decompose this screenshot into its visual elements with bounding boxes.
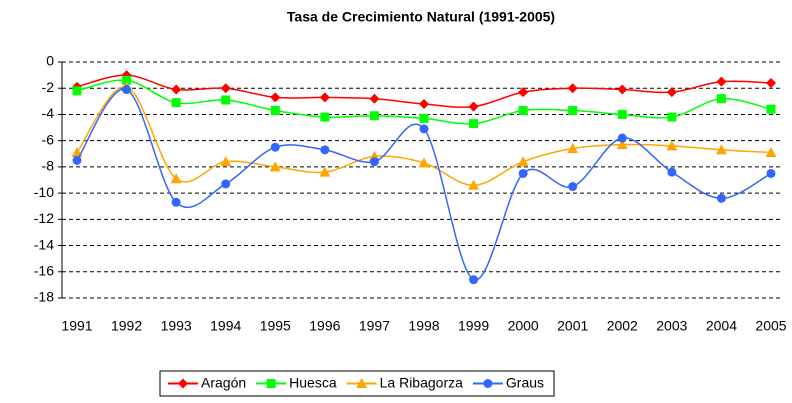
- y-tick-label: -2: [42, 79, 55, 95]
- legend-marker: [483, 379, 493, 388]
- marker: [419, 124, 429, 134]
- marker: [220, 156, 232, 167]
- y-tick-label: -18: [34, 289, 54, 305]
- marker: [715, 144, 727, 155]
- y-tick-label: -8: [42, 158, 55, 174]
- legend-label: Aragón: [201, 375, 246, 391]
- marker: [616, 139, 628, 150]
- legend-label: Huesca: [289, 375, 337, 391]
- marker: [568, 106, 578, 116]
- marker: [567, 83, 578, 94]
- marker: [72, 155, 82, 165]
- marker: [369, 93, 380, 104]
- marker: [567, 143, 579, 154]
- legend-marker: [356, 378, 368, 388]
- marker: [666, 140, 678, 151]
- y-tick-label: -10: [34, 184, 54, 200]
- marker: [518, 168, 528, 178]
- marker: [369, 157, 379, 167]
- y-tick-label: -12: [34, 210, 54, 226]
- marker: [469, 275, 479, 285]
- x-tick-label: 1998: [408, 318, 439, 334]
- chart-title: Tasa de Crecimiento Natural (1991-2005): [287, 9, 555, 25]
- x-tick-label: 1999: [458, 318, 489, 334]
- marker: [220, 83, 231, 94]
- marker: [617, 133, 627, 143]
- x-tick-label: 2005: [755, 318, 786, 334]
- x-tick-label: 2003: [656, 318, 687, 334]
- y-tick-label: -16: [34, 262, 54, 278]
- y-tick-label: -4: [42, 105, 55, 121]
- marker: [171, 197, 181, 207]
- legend: Aragón Huesca La Ribagorza Graus: [159, 370, 555, 397]
- marker: [418, 157, 430, 168]
- marker: [468, 101, 479, 112]
- marker: [765, 146, 777, 157]
- marker: [766, 168, 776, 178]
- marker: [766, 104, 776, 114]
- marker: [667, 167, 677, 177]
- x-tick-label: 1993: [161, 318, 192, 334]
- marker: [72, 86, 82, 96]
- legend-marker: [178, 378, 188, 389]
- x-tick-label: 2004: [706, 318, 737, 334]
- x-tick-label: 1997: [359, 318, 390, 334]
- marker: [716, 193, 726, 203]
- y-tick-label: -14: [34, 236, 54, 252]
- marker: [320, 145, 330, 155]
- x-tick-label: 2000: [508, 318, 539, 334]
- marker: [320, 112, 330, 122]
- marker: [221, 95, 231, 105]
- marker: [270, 142, 280, 152]
- marker: [270, 106, 280, 116]
- marker: [270, 92, 281, 103]
- y-tick-label: 0: [46, 53, 54, 69]
- marker: [518, 87, 529, 98]
- legend-label: Graus: [506, 375, 544, 391]
- legend-marker: [266, 379, 276, 388]
- marker: [269, 161, 281, 172]
- x-tick-label: 1992: [111, 318, 142, 334]
- marker: [568, 182, 578, 192]
- marker: [319, 166, 331, 177]
- marker: [171, 98, 181, 108]
- x-tick-label: 1994: [210, 318, 241, 334]
- marker: [667, 112, 677, 122]
- x-tick-label: 1996: [309, 318, 340, 334]
- marker: [617, 109, 627, 119]
- x-tick-label: 1995: [260, 318, 291, 334]
- marker: [319, 92, 330, 103]
- marker: [716, 76, 727, 87]
- marker: [617, 84, 628, 95]
- legend-label: La Ribagorza: [380, 375, 463, 391]
- marker: [517, 156, 529, 167]
- marker: [766, 77, 776, 88]
- x-tick-label: 1991: [61, 318, 92, 334]
- x-tick-label: 2001: [557, 318, 588, 334]
- marker: [468, 179, 480, 190]
- marker: [221, 179, 231, 189]
- marker: [666, 87, 677, 98]
- marker: [369, 111, 379, 121]
- y-tick-label: -6: [42, 131, 55, 147]
- marker: [419, 98, 429, 109]
- marker: [419, 113, 429, 123]
- marker: [122, 75, 132, 85]
- marker: [171, 84, 182, 95]
- marker: [170, 173, 182, 184]
- marker: [518, 106, 528, 116]
- marker: [716, 94, 726, 104]
- x-tick-label: 2002: [607, 318, 638, 334]
- marker: [469, 119, 479, 129]
- marker: [122, 85, 132, 95]
